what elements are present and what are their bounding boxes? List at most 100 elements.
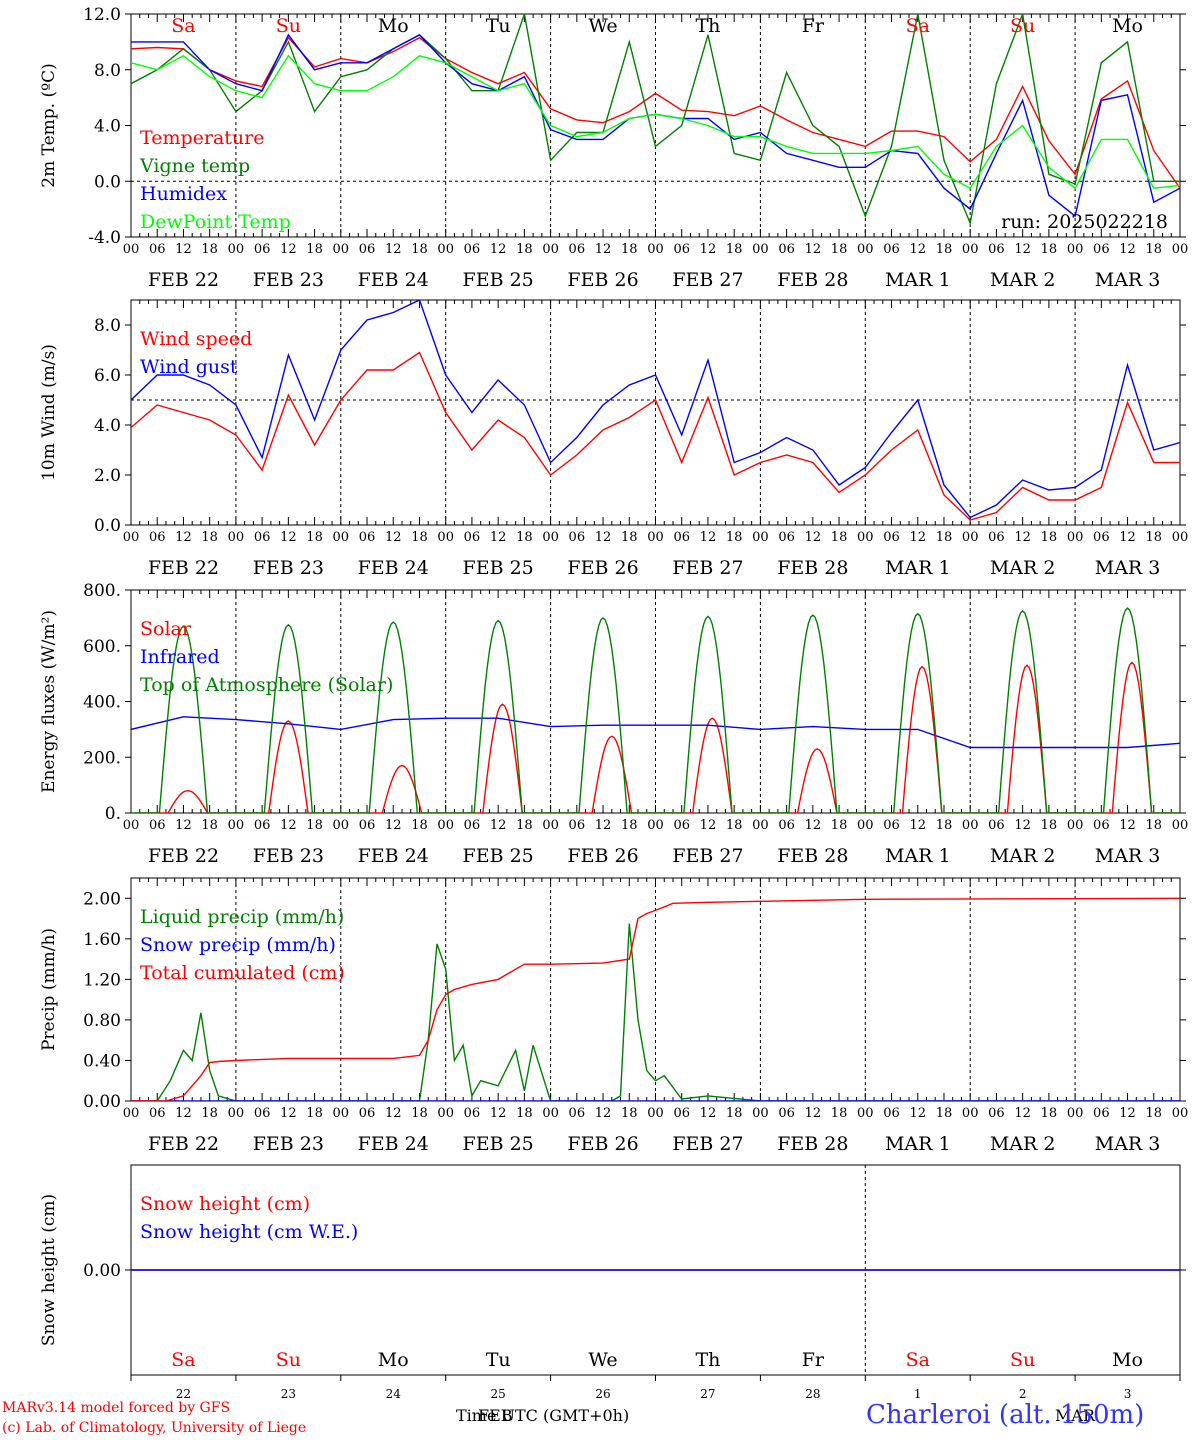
hour-label: 06 (359, 1106, 376, 1121)
hour-label: 12 (490, 530, 507, 545)
legend-dewpoint-temp: DewPoint Temp (140, 211, 291, 233)
series-group (131, 607, 1180, 813)
series-vigne-temp (131, 14, 1180, 226)
panel-frame (130, 299, 1181, 526)
date-label: FEB 25 (463, 557, 534, 579)
weekday-label-top: We (588, 15, 617, 37)
hour-label: 06 (569, 818, 586, 833)
hour-label: 00 (542, 242, 559, 257)
date-label: FEB 23 (253, 1133, 324, 1155)
hour-label: 18 (306, 1106, 323, 1121)
y-tick-label: 0.80 (83, 1011, 121, 1031)
date-label: MAR 1 (885, 845, 951, 867)
hour-label: 00 (752, 242, 769, 257)
hour-label: 00 (437, 818, 454, 833)
hour-label: 12 (175, 1106, 192, 1121)
legend-snow-height-cm-w-e: Snow height (cm W.E.) (140, 1221, 358, 1243)
hour-label: 12 (490, 818, 507, 833)
date-label: MAR 1 (885, 1133, 951, 1155)
date-label: MAR 3 (1095, 1133, 1161, 1155)
hour-label: 12 (805, 242, 822, 257)
legend-wind-gust: Wind gust (140, 356, 238, 378)
month-label-feb: FEB (478, 1406, 513, 1425)
location-title: Charleroi (alt. 150m) (866, 1400, 1145, 1430)
series-infrared (131, 716, 1180, 749)
hour-label: 06 (883, 1106, 900, 1121)
hour-label: 18 (1041, 1106, 1058, 1121)
y-tick-label: -4.0 (88, 228, 121, 248)
y-tick-label: 800. (83, 581, 121, 601)
hour-label: 18 (411, 530, 428, 545)
hour-label: 06 (1093, 242, 1110, 257)
hour-label: 06 (1093, 1106, 1110, 1121)
legend-snow-precip-mm-h: Snow precip (mm/h) (140, 934, 336, 956)
hour-label: 06 (673, 242, 690, 257)
hour-label: 00 (123, 530, 140, 545)
hour-label: 00 (542, 1106, 559, 1121)
hour-label: 00 (228, 530, 245, 545)
series-group (131, 300, 1180, 521)
y-tick-label: 1.20 (83, 970, 121, 990)
panel-frame (130, 589, 1181, 814)
hour-label: 06 (778, 818, 795, 833)
hour-label: 00 (123, 1106, 140, 1121)
y-tick-label: 600. (83, 637, 121, 657)
hour-label: 18 (936, 530, 953, 545)
day-number-label: 26 (595, 1387, 610, 1401)
hour-label: 18 (1041, 818, 1058, 833)
hour-label: 18 (726, 1106, 743, 1121)
date-label: FEB 24 (358, 269, 429, 291)
hour-label: 12 (385, 530, 402, 545)
hour-label: 06 (464, 818, 481, 833)
hour-label: 00 (437, 242, 454, 257)
legend-liquid-precip-mm-h: Liquid precip (mm/h) (140, 906, 344, 928)
date-label: FEB 22 (148, 1133, 219, 1155)
hour-label: 00 (647, 530, 664, 545)
hour-label: 06 (149, 818, 166, 833)
hour-label: 18 (1041, 530, 1058, 545)
date-label: FEB 23 (253, 557, 324, 579)
date-label: MAR 1 (885, 557, 951, 579)
series-solar (135, 661, 1180, 813)
panel-1 (125, 13, 1186, 238)
legend-wind-speed: Wind speed (140, 328, 252, 350)
hour-label: 00 (752, 818, 769, 833)
hour-label: 00 (962, 530, 979, 545)
date-label: FEB 22 (148, 845, 219, 867)
hour-label: 06 (1093, 818, 1110, 833)
date-label: FEB 22 (148, 269, 219, 291)
hour-label: 12 (700, 530, 717, 545)
hour-label: 18 (516, 818, 533, 833)
weekday-label-bottom: Su (276, 1349, 301, 1371)
hour-label: 18 (621, 242, 638, 257)
day-number-label: 22 (176, 1387, 191, 1401)
hour-label: 12 (909, 242, 926, 257)
hour-label: 18 (831, 818, 848, 833)
hour-label: 00 (1067, 530, 1084, 545)
hour-label: 06 (569, 1106, 586, 1121)
hour-label: 06 (464, 530, 481, 545)
date-label: FEB 28 (777, 1133, 848, 1155)
hour-label: 18 (516, 242, 533, 257)
hour-label: 00 (647, 818, 664, 833)
date-label: FEB 24 (358, 845, 429, 867)
hour-label: 06 (359, 818, 376, 833)
date-label: FEB 22 (148, 557, 219, 579)
hour-label: 12 (909, 1106, 926, 1121)
date-label: FEB 28 (777, 557, 848, 579)
hour-label: 12 (805, 1106, 822, 1121)
y-axis-title: 2m Temp. (ºC) (39, 63, 59, 188)
y-axis-title: Energy fluxes (W/m²) (39, 610, 59, 793)
hour-label: 06 (778, 1106, 795, 1121)
hour-label: 06 (988, 1106, 1005, 1121)
hour-label: 18 (1146, 818, 1163, 833)
y-axis-title: Snow height (cm) (39, 1194, 59, 1346)
weekday-label-bottom: Sa (906, 1349, 930, 1371)
legend-vigne-temp: Vigne temp (139, 155, 250, 177)
hour-label: 06 (673, 530, 690, 545)
date-label: MAR 3 (1095, 557, 1161, 579)
hour-label: 00 (1067, 818, 1084, 833)
weekday-label-bottom: Th (695, 1349, 720, 1371)
day-number-label: 27 (700, 1387, 715, 1401)
hour-label: 18 (621, 818, 638, 833)
